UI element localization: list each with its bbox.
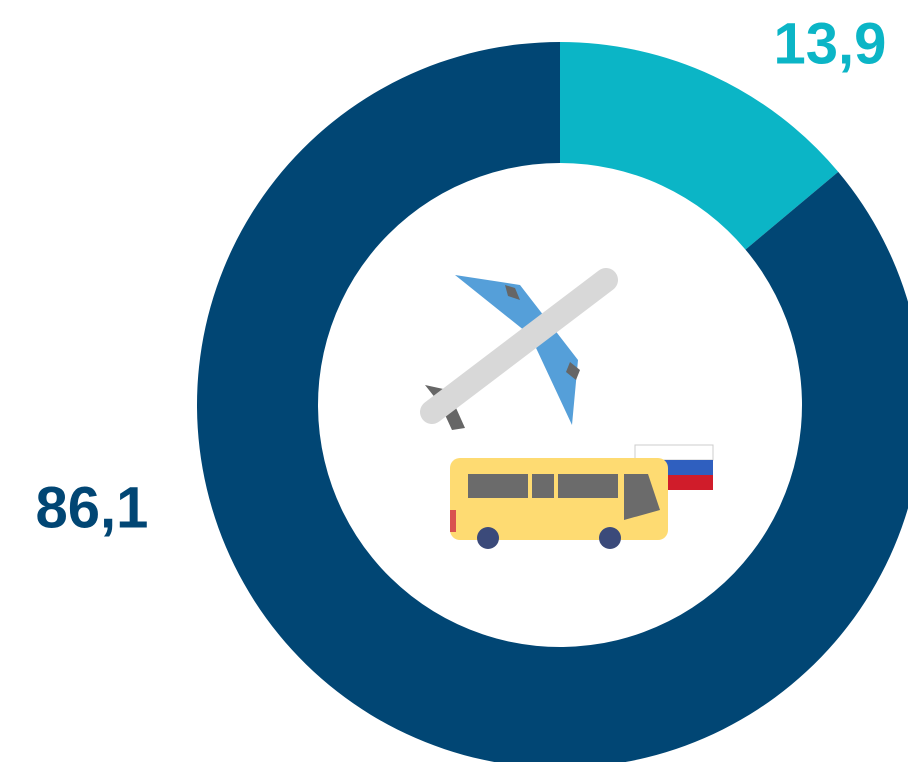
slices	[197, 42, 908, 762]
value-label: 86,1	[36, 475, 149, 540]
plane-icon	[420, 268, 618, 430]
value-label: 13,9	[774, 11, 887, 76]
slice	[560, 42, 839, 250]
slice	[197, 42, 908, 762]
labels: 13,9 86,1	[36, 11, 887, 540]
bus-icon	[450, 458, 668, 549]
center-icons	[420, 268, 714, 549]
